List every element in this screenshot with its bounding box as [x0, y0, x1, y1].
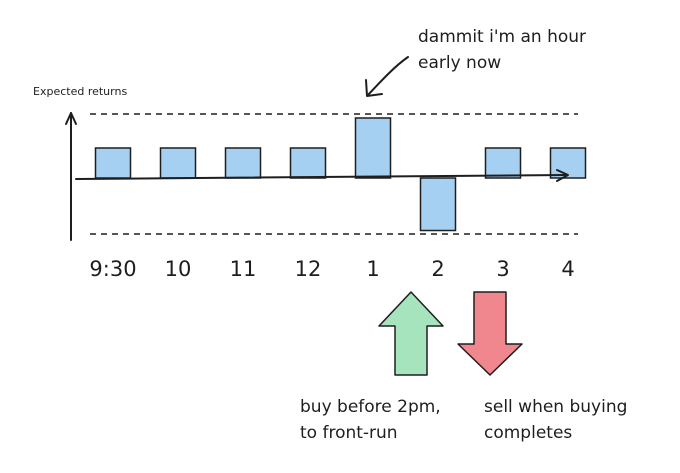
x-tick-label-2: 11 [230, 257, 257, 281]
bar-4 [354, 117, 392, 179]
buy-arrow-icon [378, 291, 444, 376]
bar-7 [549, 147, 587, 179]
bar-5 [419, 177, 457, 232]
top-annotation-line-2: early now [418, 53, 501, 73]
buy-annotation: buy before 2pm, to front-run [300, 397, 446, 443]
bar-3 [289, 147, 327, 179]
x-tick-label-0: 9:30 [89, 257, 136, 281]
y-axis-label: Expected returns [33, 85, 127, 98]
bar-0 [94, 147, 132, 179]
x-axis [75, 169, 569, 182]
sell-annotation-line-1: sell when buying [484, 397, 627, 417]
bars [94, 117, 587, 232]
bar-2 [224, 147, 262, 179]
x-tick-label-4: 1 [366, 257, 379, 281]
x-tick-label-6: 3 [496, 257, 509, 281]
x-tick-labels: 9:30 10 11 12 1 2 3 4 [89, 257, 574, 281]
sell-annotation-line-2: completes [484, 423, 572, 443]
buy-annotation-line-2: to front-run [300, 423, 398, 443]
x-tick-label-5: 2 [431, 257, 444, 281]
annotation-arrow-icon [365, 56, 409, 97]
x-tick-label-3: 12 [295, 257, 322, 281]
sell-annotation: sell when buying completes [484, 397, 633, 443]
sell-arrow-icon [457, 291, 523, 376]
x-tick-label-7: 4 [561, 257, 574, 281]
bar-6 [484, 147, 522, 179]
x-tick-label-1: 10 [165, 257, 192, 281]
top-annotation: dammit i'm an hour early now [418, 27, 591, 73]
top-annotation-line-1: dammit i'm an hour [418, 27, 586, 47]
bar-1 [159, 147, 197, 179]
buy-annotation-line-1: buy before 2pm, [300, 397, 441, 417]
y-axis [65, 112, 77, 241]
